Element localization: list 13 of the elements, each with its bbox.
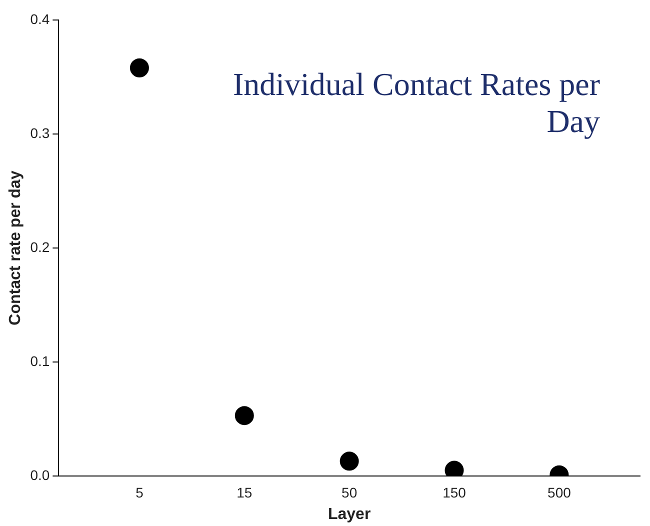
y-axis-title: Contact rate per day	[7, 170, 24, 326]
text: Individual Contact Rates per Day	[232, 66, 600, 140]
x-tick-label: 50	[342, 484, 358, 500]
y-tick-label: 0.3	[30, 124, 50, 141]
y-tick-label: 0.4	[30, 10, 50, 27]
x-axis-title: Layer	[328, 506, 371, 523]
x-tick-label: 500	[548, 484, 572, 500]
x-tick-label: 150	[442, 484, 466, 500]
y-tick-label: 0.0	[30, 466, 50, 483]
x-tick-label: 5	[136, 484, 144, 500]
x-tick-label: 15	[236, 484, 252, 500]
y-tick-label: 0.1	[30, 352, 50, 369]
y-tick-label: 0.2	[30, 238, 50, 255]
